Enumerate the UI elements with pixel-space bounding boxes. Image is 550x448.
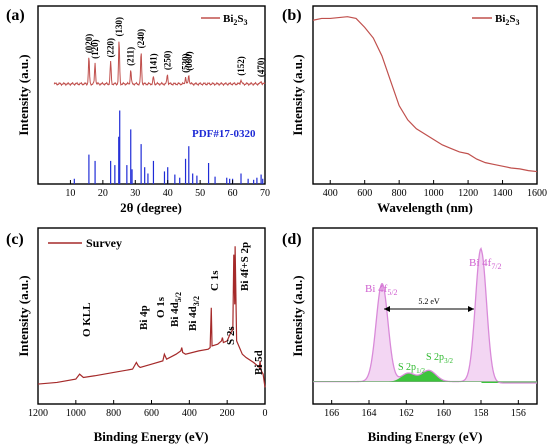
xa-tick-label-70: 70 bbox=[260, 188, 270, 199]
xd-tick-label-160: 160 bbox=[436, 408, 451, 419]
xb-tick-label-1600: 1600 bbox=[527, 188, 547, 199]
axes-frame-a bbox=[37, 5, 266, 185]
survey-series bbox=[37, 246, 266, 388]
xc-tick-label-1200: 1200 bbox=[28, 408, 48, 419]
xa-tick-label-60: 60 bbox=[228, 188, 238, 199]
xd-tick-label-156: 156 bbox=[511, 408, 526, 419]
xc-tick-label-200: 200 bbox=[220, 408, 235, 419]
peak-label-4: (211) bbox=[126, 47, 136, 66]
legend-label-c: Survey bbox=[86, 236, 122, 250]
bi4f-fill bbox=[313, 248, 537, 383]
xa-tick-label-30: 30 bbox=[130, 188, 140, 199]
x-label-b: Wavelength (nm) bbox=[377, 200, 473, 215]
x-ticks-c: 1200 1000 800 600 400 200 0 bbox=[28, 400, 268, 419]
split-arrow-head-right bbox=[468, 306, 474, 312]
split-arrow-head-left bbox=[384, 306, 390, 312]
peak-label-7: (250) bbox=[162, 51, 172, 71]
bi4f-series bbox=[313, 247, 537, 384]
panel-c: Survey 1200 1000 800 600 400 200 0 O KLL Bi 4p… bbox=[16, 227, 268, 444]
y-label-a: Intensity (a.u.) bbox=[16, 54, 31, 135]
panel-label-d: (d) bbox=[282, 231, 302, 248]
xb-tick-label-1400: 1400 bbox=[493, 188, 513, 199]
axes-frame-b bbox=[312, 5, 538, 185]
legend-label-a: Bi2S3 bbox=[223, 13, 248, 27]
anno-o-kll: O KLL bbox=[81, 302, 93, 337]
peak-label-1: (120) bbox=[90, 39, 100, 59]
xa-tick-label-40: 40 bbox=[163, 188, 173, 199]
xd-tick-label-164: 164 bbox=[362, 408, 377, 419]
xd-tick-label-158: 158 bbox=[474, 408, 489, 419]
xb-tick-label-400: 400 bbox=[323, 188, 338, 199]
panel-label-c: (c) bbox=[6, 231, 24, 248]
anno-bi4f-s2p: Bi 4f+S 2p bbox=[239, 242, 251, 291]
xrd-line bbox=[53, 41, 266, 87]
absorption-line bbox=[312, 16, 538, 173]
pdf-card-label: PDF#17-0320 bbox=[192, 128, 256, 140]
peak-label-0: (020) bbox=[84, 34, 94, 54]
legend-label-b: Bi2S3 bbox=[495, 13, 520, 27]
xrd-series bbox=[53, 41, 266, 87]
anno-o1s: O 1s bbox=[155, 296, 167, 318]
survey-line bbox=[37, 246, 266, 388]
xc-tick-label-400: 400 bbox=[182, 408, 197, 419]
split-label: 5.2 eV bbox=[418, 297, 440, 306]
xb-tick-label-1200: 1200 bbox=[458, 188, 478, 199]
y-label-c: Intensity (a.u.) bbox=[16, 275, 31, 356]
x-ticks-a: 10 20 30 40 50 60 70 bbox=[65, 180, 270, 199]
pdf-sticks bbox=[73, 110, 264, 184]
x-label-c: Binding Energy (eV) bbox=[94, 429, 209, 444]
panel-a: Bi2S3 PDF#17-0320 (020)(120) (220)(130)(2… bbox=[16, 5, 270, 215]
panel-d: 166 164 162 160 158 156 Bi 4f5/2 Bi 4f7/2 S 2… bbox=[290, 227, 538, 444]
xd-tick-label-166: 166 bbox=[324, 408, 339, 419]
peak-label-10: (152) bbox=[236, 56, 246, 76]
x-ticks-b: 400 600 800 1000 1200 1400 1600 bbox=[323, 180, 547, 199]
xc-tick-label-0: 0 bbox=[263, 408, 268, 419]
panel-b: Bi2S3 400 600 800 1000 1200 1400 1600 Waveleng… bbox=[290, 5, 547, 215]
panel-label-a: (a) bbox=[6, 7, 25, 24]
anno-bi4f52: Bi 4f5/2 bbox=[365, 283, 398, 297]
anno-bi4p: Bi 4p bbox=[138, 305, 150, 330]
s2p-fill bbox=[313, 248, 537, 383]
xb-tick-label-1000: 1000 bbox=[424, 188, 444, 199]
y-label-b: Intensity (a.u.) bbox=[290, 54, 305, 135]
anno-bi4f72: Bi 4f7/2 bbox=[469, 257, 502, 271]
peak-label-5: (240) bbox=[136, 29, 146, 49]
x-label-d: Binding Energy (eV) bbox=[368, 429, 483, 444]
peak-label-6: (141) bbox=[148, 53, 158, 73]
xa-tick-label-20: 20 bbox=[98, 188, 108, 199]
anno-s2p32: S 2p3/2 bbox=[426, 352, 454, 365]
xd-tick-label-162: 162 bbox=[399, 408, 414, 419]
anno-c1s: C 1s bbox=[209, 270, 221, 291]
xc-tick-label-1000: 1000 bbox=[66, 408, 86, 419]
anno-bi4d32: Bi 4d3/2 bbox=[187, 296, 201, 331]
s2p-fill-area bbox=[313, 370, 537, 383]
peak-label-2: (220) bbox=[106, 38, 116, 58]
xc-tick-label-600: 600 bbox=[144, 408, 159, 419]
peak-label-8: (530) bbox=[181, 53, 191, 73]
peak-label-9: (060) bbox=[184, 51, 194, 71]
anno-bi4d52: Bi 4d5/2 bbox=[169, 292, 183, 327]
anno-s2p12: S 2p1/2 bbox=[398, 362, 426, 375]
peak-label-11: (470) bbox=[256, 58, 266, 78]
xa-tick-label-10: 10 bbox=[65, 188, 75, 199]
x-ticks-d: 166 164 162 160 158 156 bbox=[324, 400, 526, 419]
anno-s2s: S 2s bbox=[225, 326, 237, 345]
x-label-a: 2θ (degree) bbox=[120, 200, 182, 215]
anno-bi5d: Bi 5d bbox=[253, 350, 265, 375]
xa-tick-label-50: 50 bbox=[195, 188, 205, 199]
absorption-series bbox=[312, 16, 538, 173]
peak-label-3: (130) bbox=[114, 17, 124, 37]
y-label-d: Intensity (a.u.) bbox=[290, 275, 305, 356]
panel-label-b: (b) bbox=[282, 7, 302, 24]
axes-frame-c bbox=[37, 227, 266, 405]
bi4f-envelope bbox=[313, 247, 537, 384]
xc-tick-label-800: 800 bbox=[106, 408, 121, 419]
xb-tick-label-600: 600 bbox=[357, 188, 372, 199]
peak-labels: (020)(120) (220)(130)(211)(240)(141) (250)… bbox=[84, 17, 266, 77]
axes-frame-d bbox=[312, 227, 538, 405]
xb-tick-label-800: 800 bbox=[392, 188, 407, 199]
